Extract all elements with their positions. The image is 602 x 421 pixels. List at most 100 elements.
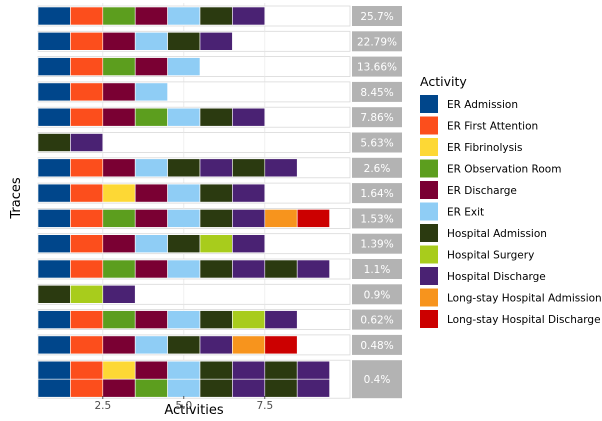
legend-item-long-stay-hospital-admission: Long-stay Hospital Admission <box>420 288 602 307</box>
activity-tile-hospital-admission <box>167 158 201 178</box>
activity-tile-hospital-admission <box>37 133 71 152</box>
trace-frequency-label: 13.66% <box>357 62 397 74</box>
activity-tile-er-first-attention <box>70 183 104 203</box>
activity-tile-hospital-admission <box>167 335 201 355</box>
legend-label: ER Fibrinolysis <box>447 142 522 154</box>
x-tick-label: 7.5 <box>256 400 273 412</box>
activity-tile-er-first-attention <box>70 31 104 51</box>
legend-item-er-fibrinolysis: ER Fibrinolysis <box>420 138 522 156</box>
activity-tile-er-admission <box>37 107 71 127</box>
activity-tile-er-first-attention <box>70 310 104 329</box>
legend: Activity ER Admission ER First Attention E… <box>420 74 602 328</box>
legend-title: Activity <box>420 74 467 89</box>
activity-tile-hospital-admission <box>199 209 233 228</box>
activity-tile-hospital-discharge <box>232 234 266 253</box>
activity-tile-er-discharge <box>102 234 136 253</box>
trace-row-1: 25.7% <box>37 5 402 27</box>
activity-tile-er-first-attention <box>70 107 104 127</box>
legend-label: ER Discharge <box>447 185 517 197</box>
legend-item-er-discharge: ER Discharge <box>420 181 517 199</box>
legend-swatch <box>420 245 438 264</box>
activity-tile-er-first-attention <box>70 360 104 380</box>
legend-item-er-observation-room: ER Observation Room <box>420 159 561 178</box>
activity-tile-er-exit <box>134 234 168 253</box>
activity-tile-er-observation-room <box>102 209 136 228</box>
activity-tile-er-admission <box>37 335 71 355</box>
activity-tile-er-admission <box>37 31 71 51</box>
activity-tile-er-first-attention <box>70 6 104 26</box>
trace-row-3: 13.66% <box>37 56 402 77</box>
activity-tile-hospital-discharge <box>199 335 233 355</box>
activity-tile-hospital-discharge <box>70 133 104 152</box>
activity-tile-er-exit <box>167 183 201 203</box>
activity-tile-er-exit <box>167 259 201 279</box>
activity-tile-er-observation-room <box>102 57 136 76</box>
activity-tile-er-admission <box>37 57 71 76</box>
trace-frequency-label: 1.39% <box>360 239 393 251</box>
activity-tile-hospital-discharge <box>232 183 266 203</box>
trace-frequency-box <box>352 31 402 52</box>
activity-tile-er-discharge <box>134 310 168 329</box>
trace-frequency-box <box>352 183 402 204</box>
activity-tile-er-admission <box>37 378 71 398</box>
trace-frequency-label: 1.53% <box>360 213 393 225</box>
legend-swatch <box>420 138 438 156</box>
legend-swatch <box>420 159 438 178</box>
activity-tile-hospital-surgery <box>199 234 233 253</box>
activity-tile-er-exit <box>167 6 201 26</box>
legend-swatch <box>420 267 438 285</box>
trace-row-6: 5.63% <box>37 132 402 153</box>
activity-tile-er-first-attention <box>70 57 104 76</box>
activity-tile-hospital-discharge <box>264 310 298 329</box>
activity-tile-hospital-admission <box>264 259 298 279</box>
trace-frequency-label: 5.63% <box>360 138 393 150</box>
legend-label: ER Observation Room <box>447 164 561 176</box>
legend-item-hospital-surgery: Hospital Surgery <box>420 245 534 264</box>
legend-item-er-exit: ER Exit <box>420 202 484 221</box>
trace-frequency-label: 1.1% <box>364 264 391 276</box>
activity-tile-hospital-admission <box>199 259 233 279</box>
trace-row-7: 2.6% <box>37 157 402 179</box>
activity-tile-er-exit <box>167 107 201 127</box>
trace-row-13: 0.62% <box>37 309 402 331</box>
activity-tile-hospital-discharge <box>264 158 298 178</box>
activity-tile-er-discharge <box>134 259 168 279</box>
activity-tile-er-discharge <box>134 360 168 380</box>
activity-tile-er-admission <box>37 6 71 26</box>
activity-tile-er-discharge <box>134 6 168 26</box>
activity-tile-hospital-discharge <box>232 378 266 398</box>
trace-frequency-box <box>352 334 402 355</box>
activity-tile-er-exit <box>167 378 201 398</box>
activity-tile-hospital-admission <box>199 6 233 26</box>
activity-tile-er-admission <box>37 82 71 102</box>
activity-tile-er-discharge <box>134 209 168 228</box>
legend-swatch <box>420 310 438 328</box>
activity-tile-er-exit <box>134 82 168 102</box>
legend-label: ER First Attention <box>447 121 538 133</box>
x-tick-label: 2.5 <box>94 400 111 412</box>
trace-frequency-label: 0.48% <box>360 340 393 352</box>
trace-row-12: 0.9% <box>37 283 402 305</box>
activity-tile-er-observation-room <box>102 259 136 279</box>
activity-tile-er-exit <box>134 158 168 178</box>
activity-tile-er-admission <box>37 259 71 279</box>
x-tick-label: 5.0 <box>175 400 192 412</box>
legend-label: Long-stay Hospital Admission <box>447 293 602 305</box>
x-axis: 2.5 5.0 7.5 <box>94 396 273 412</box>
activity-tile-hospital-admission <box>37 284 71 304</box>
activity-tile-er-first-attention <box>70 82 104 102</box>
activity-tile-hospital-admission <box>232 158 266 178</box>
trace-row-8: 1.64% <box>37 182 402 204</box>
activity-tile-hospital-discharge <box>296 360 330 380</box>
trace-frequency-label: 7.86% <box>360 112 393 124</box>
activity-tile-hospital-discharge <box>199 158 233 178</box>
trace-row-15: 0.4% <box>37 359 402 399</box>
legend-label: Hospital Discharge <box>447 271 546 283</box>
activity-tile-hospital-discharge <box>232 6 266 26</box>
activity-tile-hospital-admission <box>264 360 298 380</box>
legend-item-er-admission: ER Admission <box>420 95 518 113</box>
activity-tile-er-discharge <box>102 31 136 51</box>
trace-row-2: 22.79% <box>37 30 402 52</box>
legend-label: Hospital Surgery <box>447 250 534 262</box>
legend-swatch <box>420 95 438 113</box>
